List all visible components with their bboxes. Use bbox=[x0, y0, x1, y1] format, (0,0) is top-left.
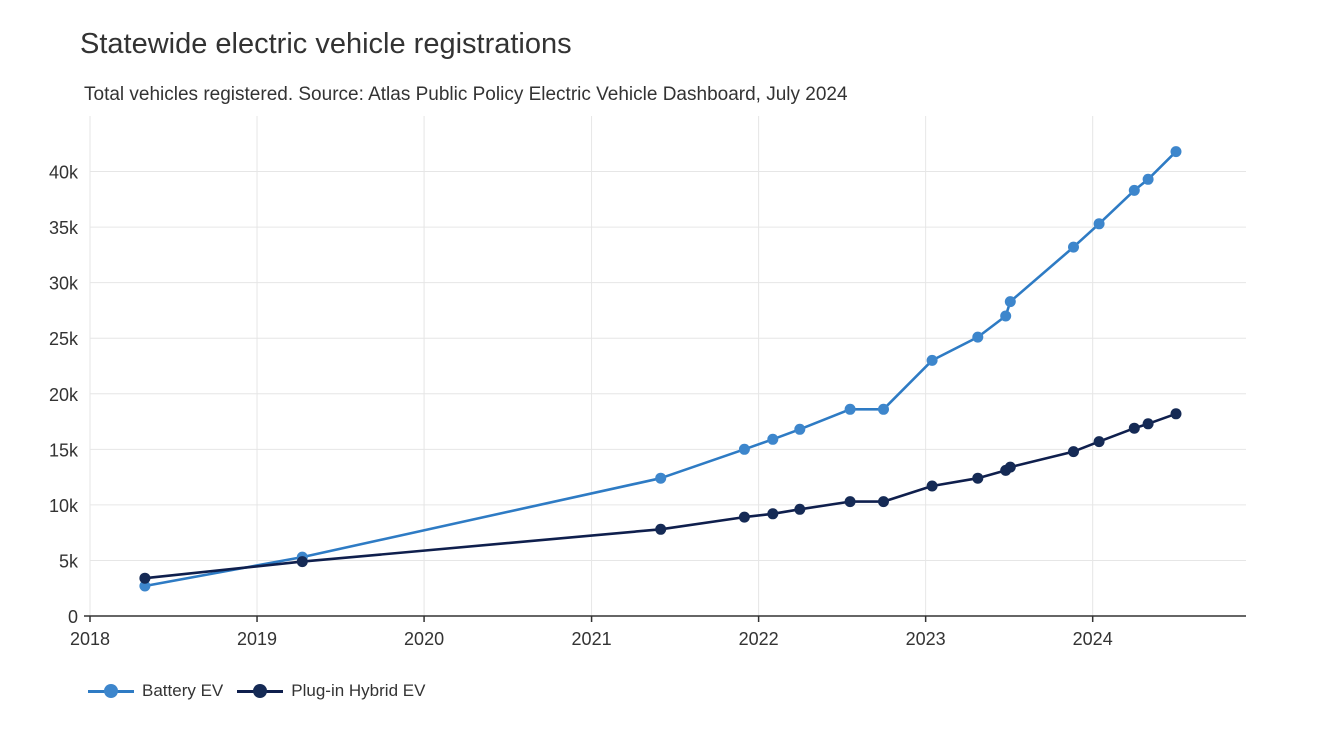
chart-title: Statewide electric vehicle registrations bbox=[80, 28, 572, 60]
legend-swatch-icon bbox=[237, 681, 284, 701]
x-tick-label: 2021 bbox=[572, 629, 612, 649]
data-point[interactable] bbox=[844, 496, 856, 508]
x-tick-label: 2022 bbox=[739, 629, 779, 649]
data-point[interactable] bbox=[1093, 436, 1105, 448]
data-point[interactable] bbox=[738, 443, 750, 455]
legend-item[interactable]: Battery EV bbox=[88, 681, 223, 701]
data-point[interactable] bbox=[1093, 218, 1105, 230]
data-point[interactable] bbox=[1068, 446, 1079, 458]
series-line bbox=[143, 150, 1178, 588]
y-tick-label: 10k bbox=[49, 496, 79, 516]
y-tick-label: 25k bbox=[49, 329, 79, 349]
data-point[interactable] bbox=[1142, 418, 1154, 430]
data-point[interactable] bbox=[1142, 173, 1154, 185]
data-point[interactable] bbox=[972, 331, 984, 343]
data-point[interactable] bbox=[1004, 296, 1016, 308]
y-tick-label: 35k bbox=[49, 218, 79, 238]
data-point[interactable] bbox=[844, 403, 856, 415]
data-point[interactable] bbox=[1170, 408, 1182, 420]
y-tick-label: 40k bbox=[49, 163, 79, 183]
series-battery-ev bbox=[139, 146, 1182, 592]
data-point[interactable] bbox=[794, 423, 806, 435]
y-tick-label: 0 bbox=[68, 607, 78, 627]
legend-swatch-icon bbox=[88, 681, 134, 701]
legend-label: Battery EV bbox=[142, 681, 224, 700]
y-tick-label: 20k bbox=[49, 385, 79, 405]
data-point[interactable] bbox=[1128, 184, 1140, 196]
data-point[interactable] bbox=[926, 354, 938, 366]
axis-layer: 0 5k 10k 15k 20k 25k 30k 35k 40k 2018 2019 2020 2021… bbox=[49, 163, 1246, 649]
data-point[interactable] bbox=[738, 511, 750, 523]
data-point[interactable] bbox=[1004, 461, 1016, 473]
x-tick-label: 2020 bbox=[404, 629, 444, 649]
data-point[interactable] bbox=[878, 403, 889, 415]
series-layer bbox=[139, 146, 1182, 592]
x-tick-label: 2024 bbox=[1073, 629, 1113, 649]
data-point[interactable] bbox=[139, 580, 151, 592]
series-plug-in-hybrid-ev bbox=[139, 408, 1182, 584]
chart-subtitle: Total vehicles registered. Source: Atlas… bbox=[84, 84, 848, 105]
data-point[interactable] bbox=[1128, 422, 1140, 434]
data-point[interactable] bbox=[794, 503, 806, 515]
y-tick-label: 5k bbox=[59, 551, 79, 571]
data-point[interactable] bbox=[767, 433, 779, 445]
data-point[interactable] bbox=[1068, 241, 1079, 253]
y-tick-label: 15k bbox=[49, 440, 79, 460]
data-point[interactable] bbox=[1000, 310, 1012, 322]
legend-item[interactable]: Plug-in Hybrid EV bbox=[237, 681, 425, 701]
grid-layer bbox=[89, 116, 1246, 616]
data-point[interactable] bbox=[878, 496, 889, 508]
data-point[interactable] bbox=[139, 572, 151, 584]
data-point[interactable] bbox=[926, 480, 938, 492]
x-tick-label: 2019 bbox=[237, 629, 277, 649]
data-point[interactable] bbox=[296, 556, 308, 568]
x-tick-label: 2018 bbox=[70, 629, 110, 649]
y-tick-label: 30k bbox=[49, 274, 79, 294]
data-point[interactable] bbox=[655, 523, 667, 535]
data-point[interactable] bbox=[767, 508, 779, 520]
data-point[interactable] bbox=[1170, 146, 1182, 158]
legend: Battery EV Plug-in Hybrid EV bbox=[88, 681, 439, 701]
x-tick-label: 2023 bbox=[906, 629, 946, 649]
legend-label: Plug-in Hybrid EV bbox=[291, 681, 426, 700]
data-point[interactable] bbox=[972, 472, 984, 484]
data-point[interactable] bbox=[655, 472, 667, 484]
